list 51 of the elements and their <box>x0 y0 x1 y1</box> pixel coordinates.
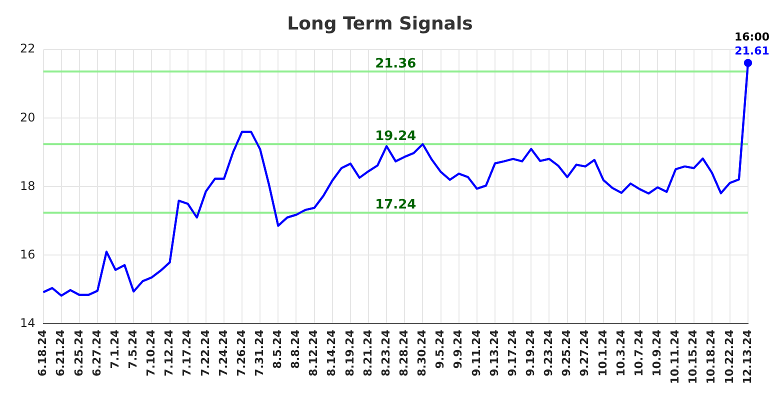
x-tick-label: 9.13.24 <box>488 329 501 376</box>
x-tick-label: 8.12.24 <box>307 329 320 376</box>
x-tick-label: 10.7.24 <box>632 329 646 376</box>
ref-line-label: 21.36 <box>375 56 416 72</box>
x-tick-label: 7.26.24 <box>234 329 248 376</box>
ref-line-label: 19.24 <box>375 129 416 144</box>
x-tick-label: 8.30.24 <box>416 329 429 376</box>
x-tick-label: 6.21.24 <box>54 329 68 376</box>
x-tick-label: 10.1.24 <box>596 329 610 376</box>
x-tick-label: 7.5.24 <box>126 329 140 369</box>
x-tick-label: 9.11.24 <box>470 329 483 376</box>
x-tick-label: 8.19.24 <box>343 329 356 376</box>
y-tick-label: 22 <box>20 42 36 56</box>
y-tick-label: 14 <box>20 316 36 330</box>
annotation: 16:00 <box>734 30 770 44</box>
x-tick-label: 9.23.24 <box>542 329 556 376</box>
x-tick-label: 8.23.24 <box>379 329 392 376</box>
x-tick-label: 8.14.24 <box>325 329 338 376</box>
x-tick-label: 8.21.24 <box>361 329 374 376</box>
x-tick-label: 12.13.24 <box>740 329 754 384</box>
x-tick-label: 10.22.24 <box>722 329 736 384</box>
x-tick-label: 7.22.24 <box>198 329 212 376</box>
x-tick-label: 10.15.24 <box>686 329 700 384</box>
x-tick-label: 8.28.24 <box>398 329 411 376</box>
x-tick-label: 10.11.24 <box>668 329 682 384</box>
x-tick-label: 6.27.24 <box>90 329 104 376</box>
x-tick-label: 9.17.24 <box>506 329 519 376</box>
x-tick-label: 7.12.24 <box>162 329 176 376</box>
x-tick-label: 9.27.24 <box>578 329 592 376</box>
x-tick-label: 9.5.24 <box>434 329 447 369</box>
x-tick-label: 8.5.24 <box>271 329 284 369</box>
x-tick-label: 10.18.24 <box>704 329 718 384</box>
x-tick-label: 6.18.24 <box>36 329 50 376</box>
y-tick-label: 18 <box>20 178 36 193</box>
x-tick-label: 6.25.24 <box>72 329 86 376</box>
x-tick-label: 7.17.24 <box>180 329 194 376</box>
y-tick-label: 16 <box>20 247 36 262</box>
data-label: 21.61 <box>734 44 770 58</box>
x-tick-label: 9.9.24 <box>452 329 465 369</box>
y-tick-label: 20 <box>20 110 36 124</box>
x-tick-label: 7.24.24 <box>216 329 230 376</box>
x-tick-label: 10.9.24 <box>650 329 664 376</box>
x-tick-label: 7.31.24 <box>252 329 266 376</box>
x-tick-label: 10.3.24 <box>614 329 628 376</box>
x-tick-label: 7.1.24 <box>108 329 122 369</box>
x-tick-label: 9.25.24 <box>560 329 574 376</box>
x-tick-label: 9.19.24 <box>524 329 538 376</box>
x-tick-label: 8.8.24 <box>289 329 302 369</box>
ref-line-label: 17.24 <box>375 198 416 213</box>
x-tick-label: 7.10.24 <box>144 329 158 376</box>
chart-title: Long Term Signals <box>287 13 473 34</box>
